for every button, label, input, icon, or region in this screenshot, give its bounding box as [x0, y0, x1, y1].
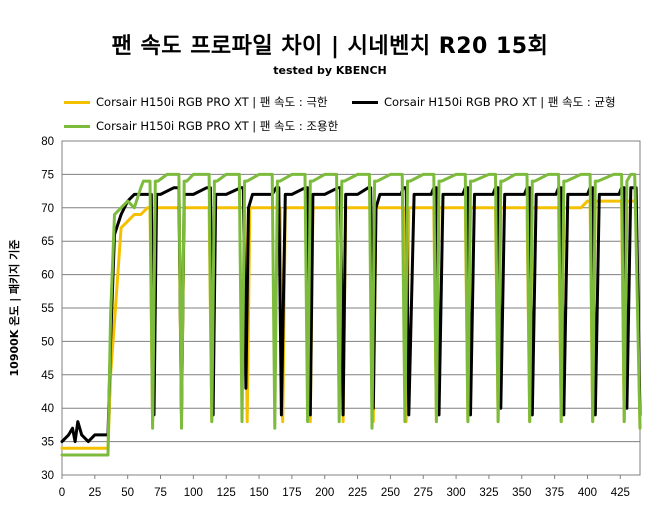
y-tick-label: 55 — [41, 303, 54, 315]
x-tick-label: 325 — [479, 487, 498, 499]
x-tick-label: 225 — [348, 487, 367, 499]
chart-subtitle: tested by KBENCH — [273, 64, 387, 77]
y-tick-label: 40 — [41, 403, 54, 415]
y-tick-label: 75 — [41, 169, 54, 181]
y-tick-label: 45 — [41, 370, 54, 382]
y-tick-label: 70 — [41, 203, 54, 215]
x-tick-label: 50 — [121, 487, 134, 499]
y-tick-label: 65 — [41, 236, 54, 248]
x-tick-label: 350 — [512, 487, 531, 499]
x-tick-label: 0 — [59, 487, 65, 499]
y-tick-label: 80 — [41, 136, 54, 148]
x-tick-label: 275 — [414, 487, 433, 499]
x-tick-label: 150 — [249, 487, 268, 499]
x-axis-ticks: 0 25 50 75 100 125 150 175 200 225 250 275 300 325 350… — [59, 475, 630, 499]
x-tick-label: 75 — [154, 487, 167, 499]
y-tick-label: 50 — [41, 336, 54, 348]
x-tick-label: 375 — [545, 487, 564, 499]
x-tick-label: 200 — [315, 487, 334, 499]
chart-title: 팬 속도 프로파일 차이 | 시네벤치 R20 15회 — [111, 34, 549, 59]
x-tick-label: 300 — [446, 487, 465, 499]
x-tick-label: 250 — [381, 487, 400, 499]
series-line-quiet — [60, 172, 642, 457]
y-tick-label: 30 — [41, 470, 54, 482]
y-tick-label: 60 — [41, 270, 54, 282]
series-lines — [60, 172, 642, 457]
x-tick-label: 425 — [611, 487, 630, 499]
x-tick-label: 125 — [217, 487, 236, 499]
y-axis-ticks: 30 35 40 45 50 55 60 65 70 75 80 — [41, 136, 54, 482]
x-tick-label: 175 — [282, 487, 301, 499]
y-tick-label: 35 — [41, 437, 54, 449]
x-tick-label: 400 — [578, 487, 597, 499]
x-tick-label: 25 — [88, 487, 101, 499]
x-tick-label: 100 — [184, 487, 203, 499]
